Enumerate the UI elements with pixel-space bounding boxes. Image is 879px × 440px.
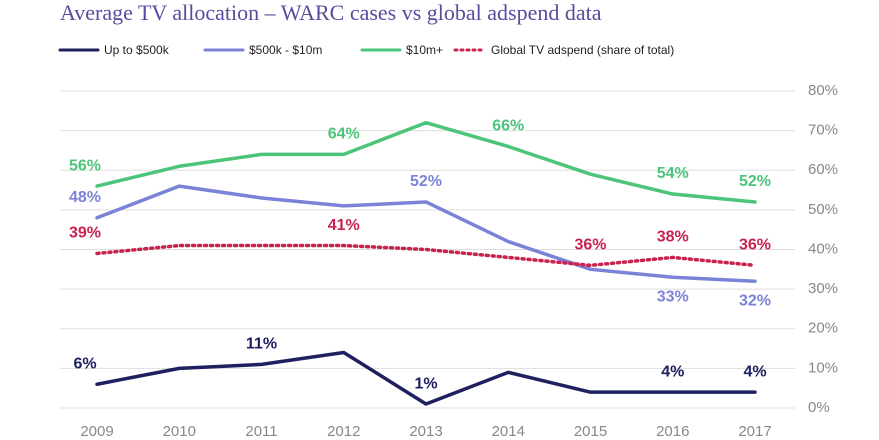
data-label: 39%: [69, 225, 101, 242]
data-label: 52%: [739, 173, 771, 190]
series-line: [95, 243, 757, 268]
data-label: 11%: [246, 336, 277, 353]
data-label: 56%: [69, 157, 101, 174]
data-label: 54%: [657, 165, 689, 182]
chart-title: Average TV allocation – WARC cases vs gl…: [60, 0, 602, 25]
data-label: 6%: [73, 355, 96, 372]
y-tick-label: 20%: [808, 320, 838, 337]
y-tick-label: 40%: [808, 240, 838, 257]
data-label: 64%: [328, 126, 360, 143]
data-label: 33%: [657, 288, 689, 305]
data-label: 36%: [574, 237, 606, 254]
x-tick-label: 2014: [492, 423, 525, 440]
x-tick-label: 2010: [163, 423, 196, 440]
data-label: 52%: [410, 173, 442, 190]
x-tick-label: 2011: [245, 423, 277, 440]
y-tick-label: 0%: [808, 399, 830, 416]
x-tick-label: 2016: [656, 423, 689, 440]
y-tick-label: 10%: [808, 359, 838, 376]
data-label: 41%: [328, 217, 360, 234]
x-tick-label: 2013: [409, 423, 442, 440]
x-tick-label: 2015: [574, 423, 607, 440]
data-label: 38%: [657, 229, 689, 246]
y-tick-label: 60%: [808, 161, 838, 178]
data-label: 1%: [414, 375, 437, 392]
series-line: [95, 120, 757, 204]
legend-label: Global TV adspend (share of total): [491, 43, 674, 57]
y-tick-label: 70%: [808, 122, 838, 139]
x-tick-label: 2009: [80, 423, 113, 440]
data-label: 36%: [739, 237, 771, 254]
x-tick-label: 2017: [738, 423, 771, 440]
y-tick-label: 80%: [808, 82, 838, 99]
legend-label: Up to $500k: [104, 43, 170, 57]
y-tick-label: 50%: [808, 201, 838, 218]
data-label: 32%: [739, 292, 771, 309]
legend-label: $500k - $10m: [249, 43, 322, 57]
series-line: [95, 184, 757, 283]
series-line: [95, 350, 757, 406]
x-tick-label: 2012: [327, 423, 360, 440]
data-label: 66%: [492, 118, 524, 135]
data-label: 4%: [661, 363, 684, 380]
data-label: 48%: [69, 189, 101, 206]
legend-label: $10m+: [406, 43, 443, 57]
data-label: 4%: [743, 363, 766, 380]
y-tick-label: 30%: [808, 280, 838, 297]
